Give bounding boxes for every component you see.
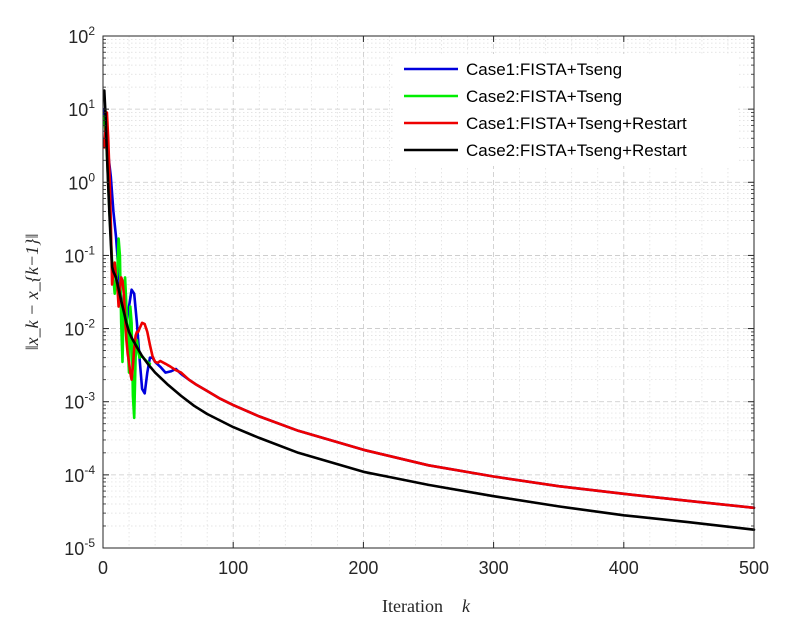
x-axis-variable: k [462,596,471,616]
x-axis-title: Iteration k [382,596,471,616]
y-axis-label: ‖x_k − x_{k−1}‖ [22,234,42,351]
y-tick-label: 10-1 [64,243,95,266]
legend-label-2: Case2:FISTA+Tseng [466,87,622,106]
x-tick-label: 200 [348,558,378,578]
y-tick-label: 101 [68,97,95,120]
y-tick-label: 10-4 [64,463,95,486]
series-line-4 [103,89,756,532]
x-tick-label: 400 [609,558,639,578]
y-tick-label: 102 [68,24,95,47]
legend-label-1: Case1:FISTA+Tseng [466,60,622,79]
series-lines [103,89,756,532]
y-tick-label: 10-3 [64,390,95,413]
legend-box [393,54,738,166]
axis-ticks: 0 100 200 300 400 500 102 101 100 10-1 10-2 10-3 10-… [64,24,769,578]
y-tick-label: 10-5 [64,536,95,559]
legend-label-4: Case2:FISTA+Tseng+Restart [466,141,687,160]
legend-label-3: Case1:FISTA+Tseng+Restart [466,114,687,133]
x-axis-label: Iteration [382,596,443,616]
legend: Case1:FISTA+Tseng Case2:FISTA+Tseng Case1:… [393,54,738,166]
plot-frame [102,35,755,549]
x-tick-label: 0 [98,558,108,578]
x-tick-label: 500 [739,558,769,578]
x-tick-label: 300 [479,558,509,578]
y-tick-label: 10-2 [64,317,95,340]
y-tick-label: 100 [68,170,95,193]
x-tick-label: 100 [218,558,248,578]
